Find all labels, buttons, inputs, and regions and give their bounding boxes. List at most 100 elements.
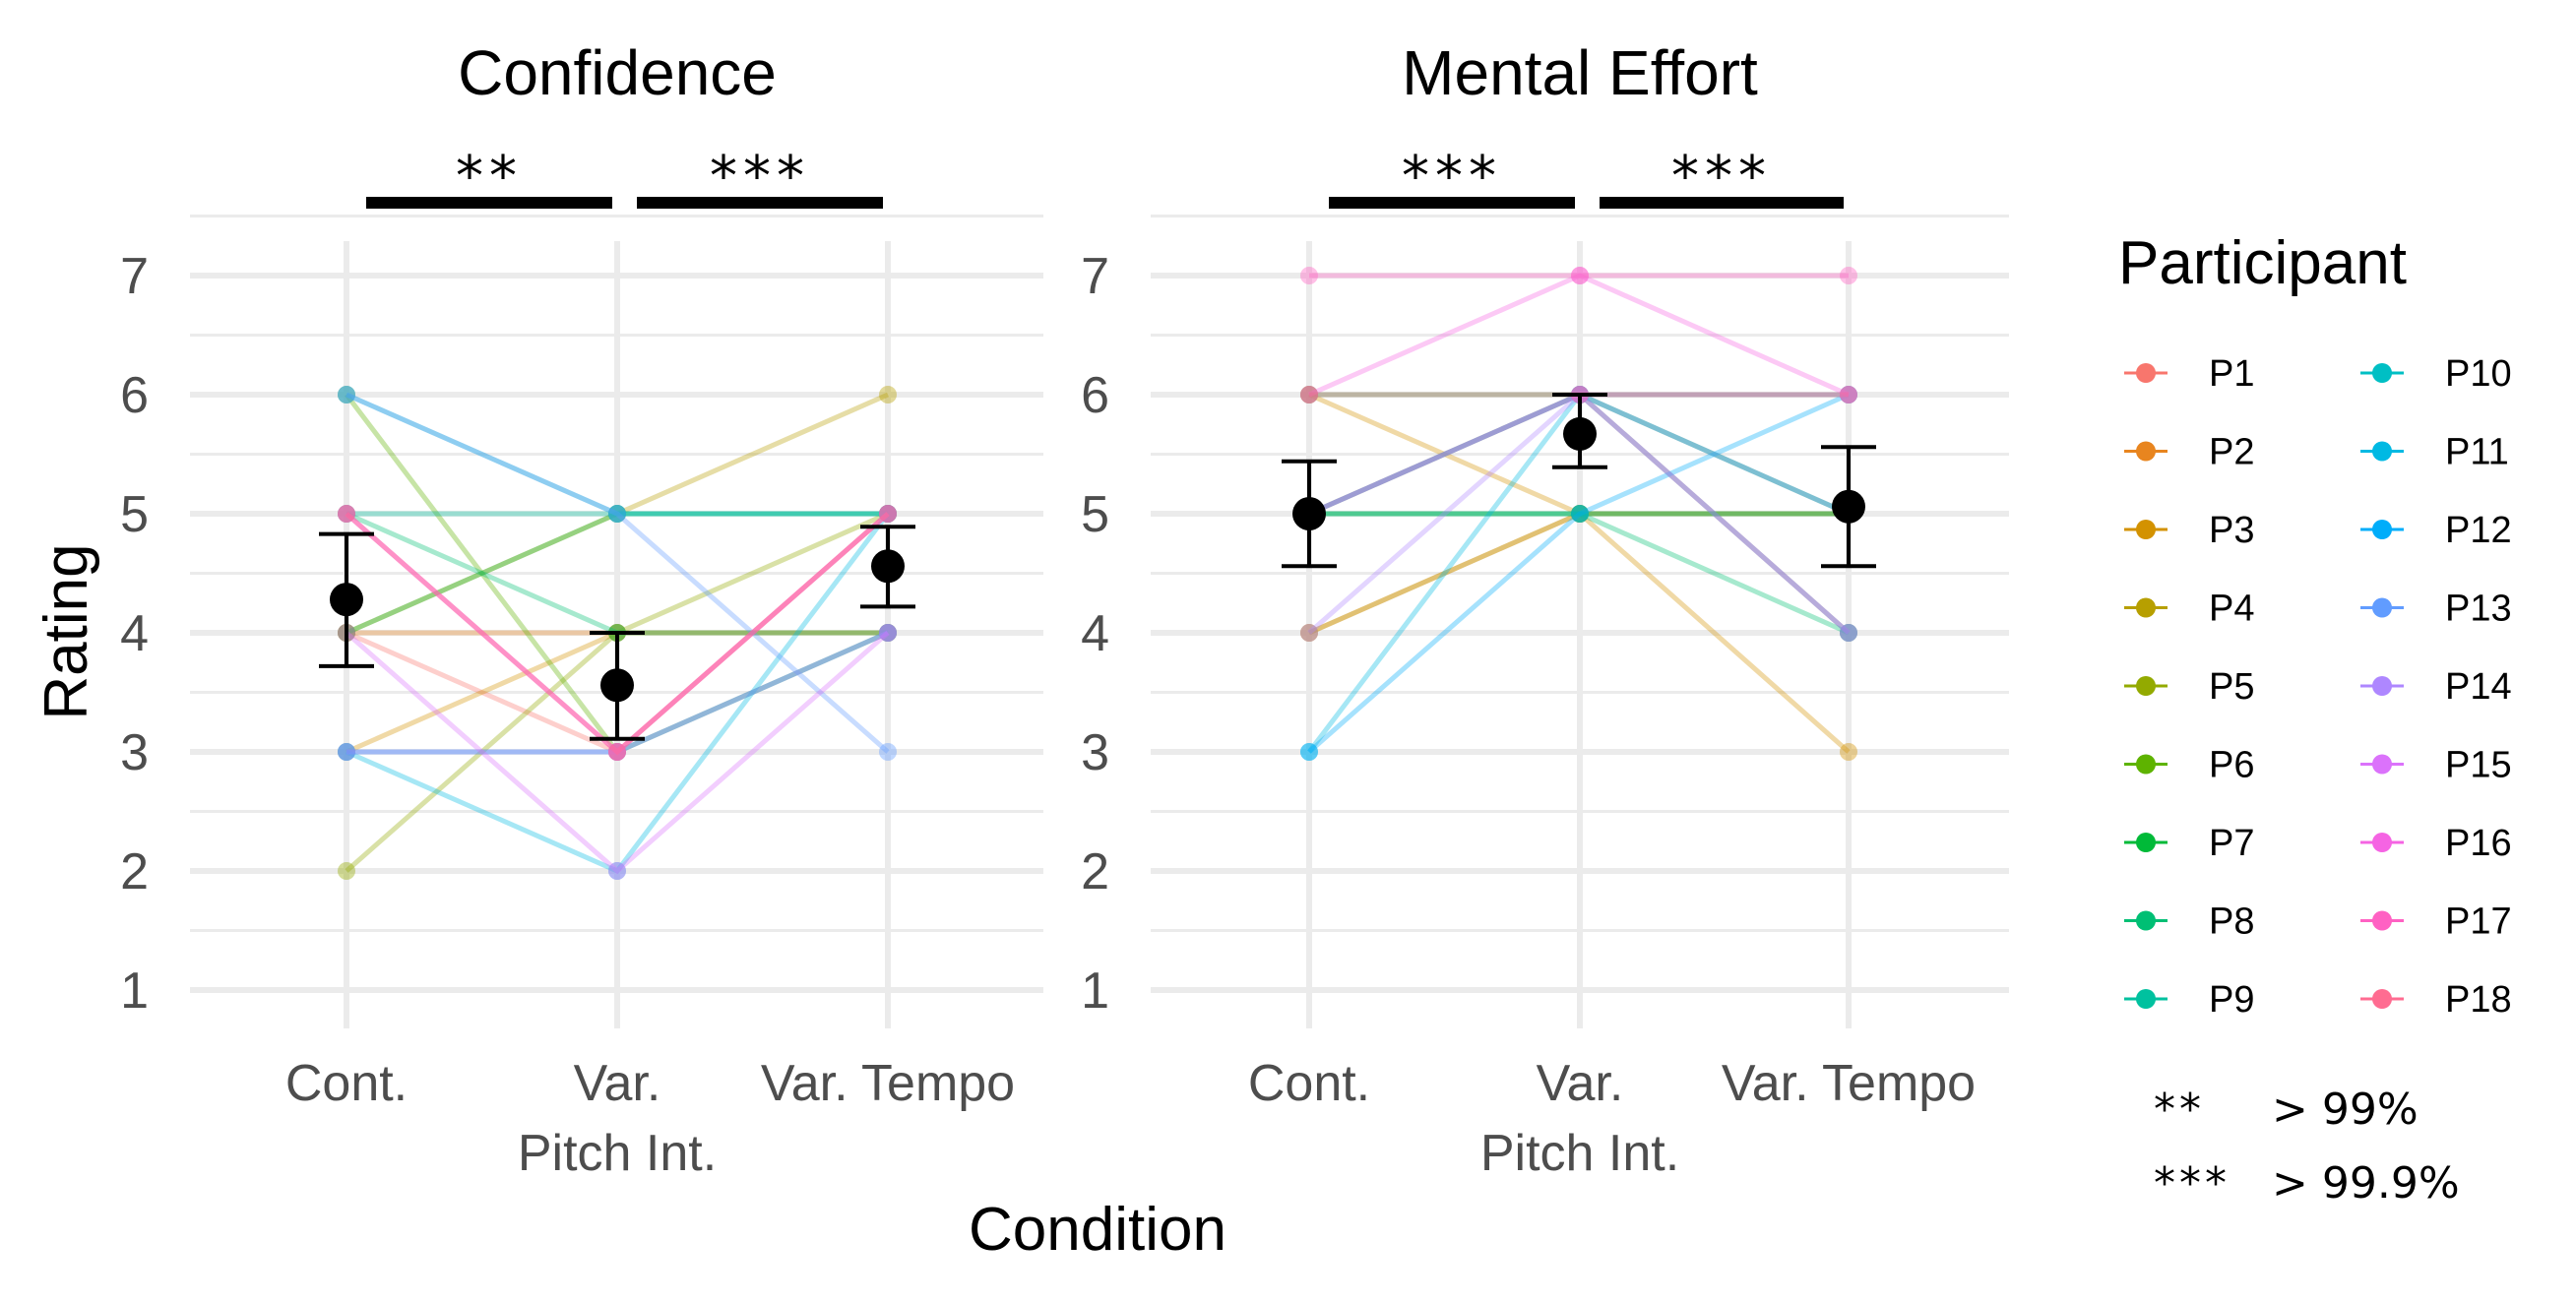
participant-point-P12 — [1300, 743, 1318, 761]
legend-key-point — [2372, 520, 2392, 539]
legend-item-P9: P9 — [2124, 979, 2254, 1021]
significance-key-symbol: *** — [2154, 1158, 2230, 1209]
participant-point-P5 — [338, 862, 355, 880]
participant-point-P11 — [879, 505, 897, 523]
significance-key-text: > 99.9% — [2272, 1158, 2460, 1209]
legend-label: P8 — [2209, 901, 2254, 943]
legend-label: P4 — [2209, 589, 2254, 630]
participant-point-P3 — [1571, 505, 1589, 523]
legend-label: P2 — [2209, 432, 2254, 473]
y-tick-label: 5 — [1081, 486, 1109, 543]
significance-label: ** — [456, 145, 523, 209]
participant-point-P17 — [338, 505, 355, 523]
panel-title: Mental Effort — [1402, 37, 1758, 108]
legend-key-point — [2372, 989, 2392, 1009]
participant-point-P18 — [338, 505, 355, 523]
participant-point-P18 — [1300, 386, 1318, 403]
participant-point-P4 — [608, 505, 626, 523]
participant-line-P2 — [1307, 511, 1849, 636]
participant-line-P17 — [345, 512, 890, 756]
legend-label: P12 — [2445, 510, 2512, 551]
participant-point-P16 — [1840, 386, 1857, 403]
participant-point-P14 — [338, 743, 355, 761]
participant-point-P8 — [879, 624, 897, 642]
participant-point-P17 — [608, 743, 626, 761]
legend-label: P18 — [2445, 979, 2512, 1021]
participant-point-P12 — [1571, 505, 1589, 523]
x-tick-label: Pitch Int. — [518, 1125, 717, 1182]
participant-point-P4 — [879, 386, 897, 403]
legend: Participant P1 P2 P3 P4 P5 P6 P7 P8 P9 P10 P11 P12 P… — [2118, 229, 2512, 1021]
participant-point-P10 — [338, 386, 355, 403]
legend-label: P9 — [2209, 979, 2254, 1021]
legend-key-point — [2372, 833, 2392, 852]
participant-point-P14 — [879, 624, 897, 642]
participant-point-P3 — [879, 624, 897, 642]
participant-line-P8 — [1309, 511, 1851, 636]
legend-title: Participant — [2118, 229, 2407, 297]
participant-point-P8 — [1571, 505, 1589, 523]
legend-item-P17: P17 — [2360, 901, 2512, 943]
legend-label: P14 — [2445, 666, 2512, 708]
participant-point-P3 — [1840, 743, 1857, 761]
y-tick-label: 7 — [120, 248, 149, 305]
y-axis-title: Rating — [32, 543, 100, 719]
participant-point-P13 — [338, 386, 355, 403]
legend-item-P14: P14 — [2360, 666, 2512, 708]
legend-item-P18: P18 — [2360, 979, 2512, 1021]
x-tick-label: Var. — [1537, 1055, 1624, 1112]
participant-point-P17 — [1840, 267, 1857, 284]
legend-item-P13: P13 — [2360, 589, 2512, 630]
participant-point-P8 — [1840, 624, 1857, 642]
participant-point-P7 — [1840, 386, 1857, 403]
legend-label: P3 — [2209, 510, 2254, 551]
legend-key-point — [2372, 441, 2392, 462]
participant-point-P16 — [1571, 267, 1589, 284]
participant-line-P10 — [345, 392, 888, 517]
legend-key-point — [2136, 363, 2156, 383]
participant-point-P4 — [1300, 624, 1318, 642]
y-tick-label: 7 — [1081, 248, 1109, 305]
participant-point-P9 — [1571, 505, 1589, 523]
participant-point-P1 — [608, 743, 626, 761]
x-tick-label: Cont. — [285, 1055, 408, 1112]
participant-point-P15 — [608, 862, 626, 880]
legend-item-P6: P6 — [2124, 745, 2254, 786]
participant-point-P12 — [338, 743, 355, 761]
participant-point-P14 — [608, 743, 626, 761]
participant-point-P9 — [879, 505, 897, 523]
participant-point-P12 — [1840, 386, 1857, 403]
participant-line-P12 — [346, 630, 890, 755]
participant-point-P10 — [608, 505, 626, 523]
y-tick-label: 1 — [120, 962, 149, 1020]
significance-key-symbol: ** — [2154, 1085, 2205, 1135]
participant-line-P15 — [345, 631, 890, 875]
legend-key-point — [2136, 910, 2156, 931]
legend-label: P11 — [2445, 432, 2509, 473]
participant-line-P4 — [1307, 511, 1849, 636]
legend-key-point — [2372, 676, 2392, 696]
participant-point-P9 — [338, 505, 355, 523]
panel-mental-effort: 1 2 3 4 5 6 7 Cont. Var. Pitch Int. Var. Tempo Ment… — [1081, 37, 2009, 1182]
y-tick-label: 3 — [120, 724, 149, 781]
legend-key-point — [2136, 754, 2156, 775]
participant-line-P7 — [345, 511, 888, 636]
participant-point-P11 — [608, 862, 626, 880]
participant-point-P8 — [338, 505, 355, 523]
legend-key-point — [2136, 441, 2156, 462]
participant-point-P6 — [1571, 505, 1589, 523]
legend-key-point — [2372, 910, 2392, 931]
legend-item-P1: P1 — [2124, 353, 2254, 395]
participant-line-P16 — [345, 512, 890, 756]
legend-item-P4: P4 — [2124, 589, 2254, 630]
participant-point-P12 — [879, 624, 897, 642]
x-tick-label: Var. Tempo — [761, 1055, 1015, 1112]
significance-key-text: > 99% — [2272, 1085, 2419, 1135]
participant-point-P16 — [608, 743, 626, 761]
legend-key-point — [2372, 597, 2392, 618]
legend-key-point — [2136, 597, 2156, 618]
participant-point-P15 — [1840, 624, 1857, 642]
significance-label: *** — [710, 145, 810, 209]
legend-key-point — [2136, 989, 2156, 1009]
